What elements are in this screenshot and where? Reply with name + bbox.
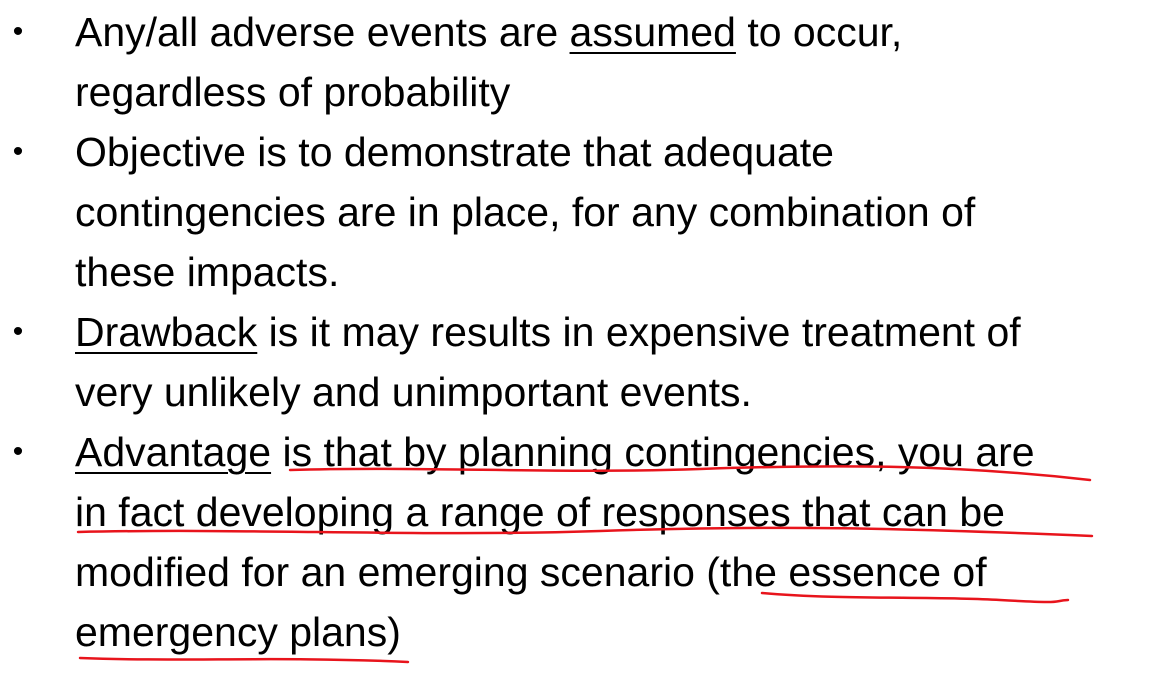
bullet-4-line-4: emergency plans) (75, 609, 401, 655)
underlined-word-advantage: Advantage (75, 429, 272, 475)
bullet-2-line-2: contingencies are in place, for any comb… (75, 189, 976, 235)
bullet-marker: • (12, 135, 24, 168)
bullet-4-line-3: modified for an emerging scenario (the e… (75, 549, 987, 595)
bullet-1-line-2: regardless of probability (75, 69, 511, 115)
bullet-4-line-2: in fact developing a range of responses … (75, 489, 1005, 535)
underlined-word-drawback: Drawback (75, 309, 258, 355)
bullet-1-line-1: Any/all adverse events are assumed to oc… (75, 9, 903, 55)
bullet-3-line-1: Drawback is it may results in expensive … (75, 309, 1021, 355)
bullet-marker: • (12, 315, 24, 348)
bullet-marker: • (12, 435, 24, 468)
bullet-marker: • (12, 15, 24, 48)
bullet-2-line-3: these impacts. (75, 249, 340, 295)
bullet-2-line-1: Objective is to demonstrate that adequat… (75, 129, 834, 175)
bullet-4-line-1: Advantage is that by planning contingenc… (75, 429, 1035, 475)
underlined-word-assumed: assumed (569, 9, 736, 55)
bullet-3-line-2: very unlikely and unimportant events. (75, 369, 752, 415)
